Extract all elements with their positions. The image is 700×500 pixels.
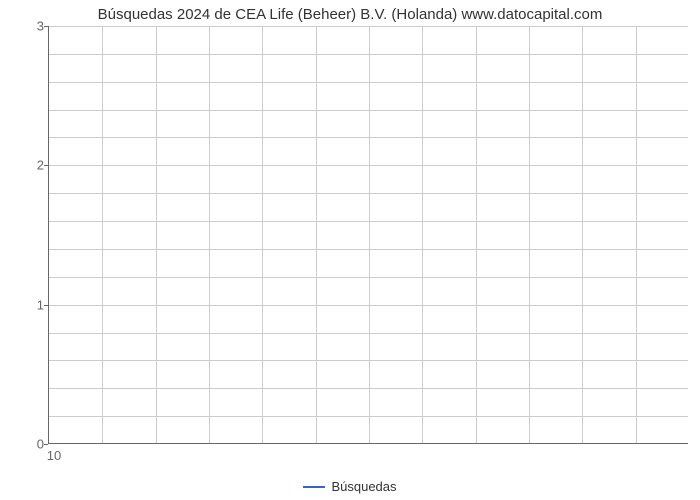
y-tick-mark bbox=[44, 444, 48, 445]
x-tick-label: 10 bbox=[47, 448, 61, 463]
legend-label: Búsquedas bbox=[331, 479, 396, 494]
y-tick-mark bbox=[44, 165, 48, 166]
y-tick-label: 0 bbox=[28, 437, 44, 452]
gridline-v bbox=[209, 26, 210, 443]
plot-area bbox=[48, 26, 688, 444]
gridline-v bbox=[102, 26, 103, 443]
y-tick-mark bbox=[44, 26, 48, 27]
gridline-v bbox=[316, 26, 317, 443]
legend: Búsquedas bbox=[0, 478, 700, 494]
y-tick-label: 2 bbox=[28, 158, 44, 173]
line-chart: Búsquedas 2024 de CEA Life (Beheer) B.V.… bbox=[0, 0, 700, 500]
gridline-v bbox=[529, 26, 530, 443]
y-tick-label: 3 bbox=[28, 19, 44, 34]
gridline-v bbox=[369, 26, 370, 443]
gridline-v bbox=[262, 26, 263, 443]
gridline-v bbox=[582, 26, 583, 443]
y-tick-label: 1 bbox=[28, 297, 44, 312]
gridline-v bbox=[636, 26, 637, 443]
y-tick-mark bbox=[44, 305, 48, 306]
gridline-v bbox=[476, 26, 477, 443]
legend-swatch bbox=[303, 486, 325, 488]
chart-title: Búsquedas 2024 de CEA Life (Beheer) B.V.… bbox=[0, 6, 700, 23]
gridline-v bbox=[422, 26, 423, 443]
gridline-v bbox=[156, 26, 157, 443]
